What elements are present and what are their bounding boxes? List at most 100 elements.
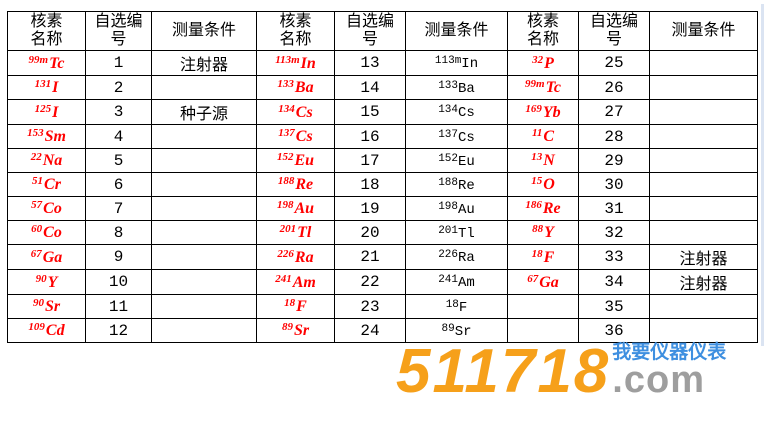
nuclide-label: 11C: [531, 127, 555, 145]
selection-number-cell: 16: [334, 124, 406, 149]
condition-isotope-label: 226Ra: [438, 249, 475, 266]
selection-number-cell: 17: [334, 148, 406, 173]
nuclide-label: 113mIn: [275, 53, 316, 72]
nuclide-label: 13N: [531, 151, 555, 169]
nuclide-label: 133Ba: [277, 78, 314, 96]
site-watermark-logo: 511718 我要仪器仪表 .com: [396, 341, 726, 403]
table-row: 51Cr 6 188Re 18 188Re 15O 30: [7, 172, 758, 197]
nuclide-label: 134Cs: [278, 102, 313, 121]
nuclide-name-cell: [507, 318, 579, 343]
nuclide-name-cell: 15O: [507, 172, 579, 197]
condition-isotope-label: 133Ba: [438, 79, 475, 97]
nuclide-label: 18F: [531, 247, 555, 266]
measurement-condition-cell: 注射器: [649, 269, 758, 295]
nuclide-name-cell: 67Ga: [7, 244, 86, 270]
selection-number-cell: 19: [334, 196, 406, 221]
measurement-condition-cell: [649, 148, 758, 173]
measurement-condition-cell: 198Au: [405, 196, 508, 221]
nuclide-label: 67Ga: [30, 247, 63, 266]
logo-domain-suffix: .com: [612, 359, 705, 401]
selection-number-cell: 9: [85, 244, 152, 270]
selection-number-cell: 14: [334, 75, 406, 100]
measurement-condition-cell: [649, 124, 758, 149]
selection-number-cell: 25: [578, 50, 650, 76]
selection-number-cell: 34: [578, 269, 650, 295]
condition-isotope-label: 89Sr: [441, 322, 472, 340]
selection-number-cell: 7: [85, 196, 152, 221]
nuclide-label: 241Am: [275, 272, 316, 291]
selection-number-cell: 2: [85, 75, 152, 100]
selection-number-cell: 35: [578, 294, 650, 319]
nuclide-label: 109Cd: [28, 321, 65, 339]
measurement-condition-cell: [151, 148, 257, 173]
header-number-3: 自选编 号: [578, 11, 650, 51]
nuclide-label: 15O: [531, 175, 555, 193]
selection-number-cell: 1: [85, 50, 152, 76]
measurement-condition-cell: 18F: [405, 294, 508, 319]
nuclide-name-cell: 198Au: [256, 196, 335, 221]
selection-number-cell: 31: [578, 196, 650, 221]
nuclide-name-cell: 169Yb: [507, 99, 579, 125]
logo-right-block: 我要仪器仪表 .com: [612, 341, 726, 401]
measurement-condition-cell: [151, 294, 257, 319]
selection-number-cell: 3: [85, 99, 152, 125]
nuclide-name-cell: 137Cs: [256, 124, 335, 149]
nuclide-name-cell: 113mIn: [256, 50, 335, 76]
selection-number-cell: 15: [334, 99, 406, 125]
nuclide-label: 22Na: [30, 151, 63, 169]
selection-number-cell: 21: [334, 244, 406, 270]
selection-number-cell: 27: [578, 99, 650, 125]
nuclide-name-cell: 99mTc: [507, 75, 579, 100]
condition-isotope-label: 241Am: [438, 274, 475, 291]
measurement-condition-cell: [151, 244, 257, 270]
measurement-condition-cell: 133Ba: [405, 75, 508, 100]
header-nuclide-name-3: 核素 名称: [507, 11, 579, 51]
measurement-condition-cell: [649, 318, 758, 343]
measurement-condition-cell: 201Tl: [405, 220, 508, 245]
table-row: 99mTc 1 注射器 113mIn 13 113mIn 32P 25: [7, 50, 758, 76]
measurement-condition-cell: [649, 196, 758, 221]
nuclide-label: 153Sm: [27, 127, 66, 145]
nuclide-label: 186Re: [525, 199, 561, 217]
measurement-condition-cell: [649, 50, 758, 76]
selection-number-cell: 12: [85, 318, 152, 343]
measurement-condition-cell: 113mIn: [405, 50, 508, 76]
nuclide-name-cell: 51Cr: [7, 172, 86, 197]
measurement-condition-cell: [649, 75, 758, 100]
selection-number-cell: 18: [334, 172, 406, 197]
header-condition-1: 测量条件: [151, 11, 257, 51]
measurement-condition-cell: [151, 172, 257, 197]
condition-isotope-label: 152Eu: [438, 152, 475, 170]
condition-isotope-label: 188Re: [438, 176, 475, 194]
header-number-2: 自选编 号: [334, 11, 406, 51]
nuclide-name-cell: 18F: [507, 244, 579, 270]
measurement-condition-cell: [649, 294, 758, 319]
condition-isotope-label: 134Cs: [438, 104, 475, 121]
table-row: 153Sm 4 137Cs 16 137Cs 11C 28: [7, 124, 758, 149]
table-row: 22Na 5 152Eu 17 152Eu 13N 29: [7, 148, 758, 173]
selection-number-cell: 22: [334, 269, 406, 295]
selection-number-cell: 29: [578, 148, 650, 173]
selection-number-cell: 26: [578, 75, 650, 100]
logo-number: 511718: [396, 337, 611, 406]
table-header-row: 核素 名称 自选编 号 测量条件 核素 名称 自选编 号 测量条件 核素 名称 …: [7, 11, 758, 51]
nuclide-name-cell: 226Ra: [256, 244, 335, 270]
nuclide-label: 131I: [34, 78, 59, 96]
header-number-1: 自选编 号: [85, 11, 152, 51]
condition-isotope-label: 198Au: [438, 200, 475, 218]
selection-number-cell: 20: [334, 220, 406, 245]
measurement-condition-cell: [151, 75, 257, 100]
measurement-condition-cell: [151, 269, 257, 295]
header-condition-2: 测量条件: [405, 11, 508, 51]
selection-number-cell: 33: [578, 244, 650, 270]
nuclide-name-cell: 131I: [7, 75, 86, 100]
nuclide-label: 51Cr: [32, 175, 61, 193]
nuclide-name-cell: 125I: [7, 99, 86, 125]
nuclide-label: 67Ga: [527, 272, 559, 291]
header-nuclide-name-2: 核素 名称: [256, 11, 335, 51]
nuclide-name-cell: 153Sm: [7, 124, 86, 149]
condition-isotope-label: 18F: [445, 298, 468, 316]
nuclide-name-cell: 186Re: [507, 196, 579, 221]
measurement-condition-cell: 89Sr: [405, 318, 508, 343]
